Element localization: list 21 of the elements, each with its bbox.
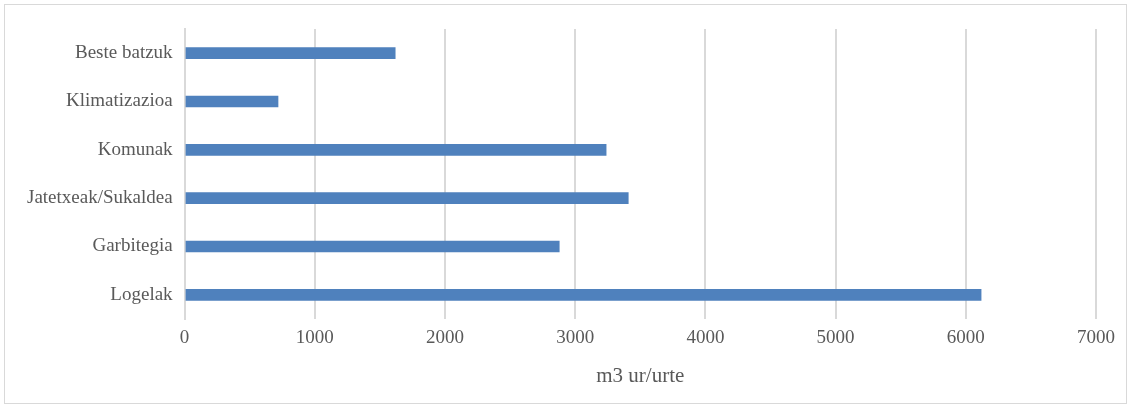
y-tick-label: Klimatizazioa [66, 89, 174, 111]
x-axis-title: m3 ur/urte [596, 362, 685, 387]
x-tick-label: 6000 [946, 326, 985, 348]
y-tick-label: Garbitegia [92, 234, 174, 256]
bar [185, 47, 396, 59]
y-tick-label: Komunak [97, 137, 174, 159]
y-tick-label: Beste batzuk [75, 41, 174, 63]
x-tick-label: 3000 [556, 326, 595, 348]
bar [185, 95, 279, 108]
y-tick-label: Jatetxeak/Sukaldea [27, 186, 174, 208]
x-tick-label: 4000 [686, 326, 725, 348]
x-tick-label: 7000 [1077, 326, 1115, 348]
x-tick-label: 2000 [426, 326, 465, 348]
bar [185, 289, 982, 301]
bar [185, 192, 629, 204]
bar [185, 144, 607, 156]
bar [185, 240, 560, 253]
x-tick-label: 5000 [816, 326, 855, 348]
x-tick-label: 0 [179, 326, 190, 348]
y-tick-label: Logelak [110, 282, 174, 304]
x-tick-label: 1000 [295, 326, 334, 348]
